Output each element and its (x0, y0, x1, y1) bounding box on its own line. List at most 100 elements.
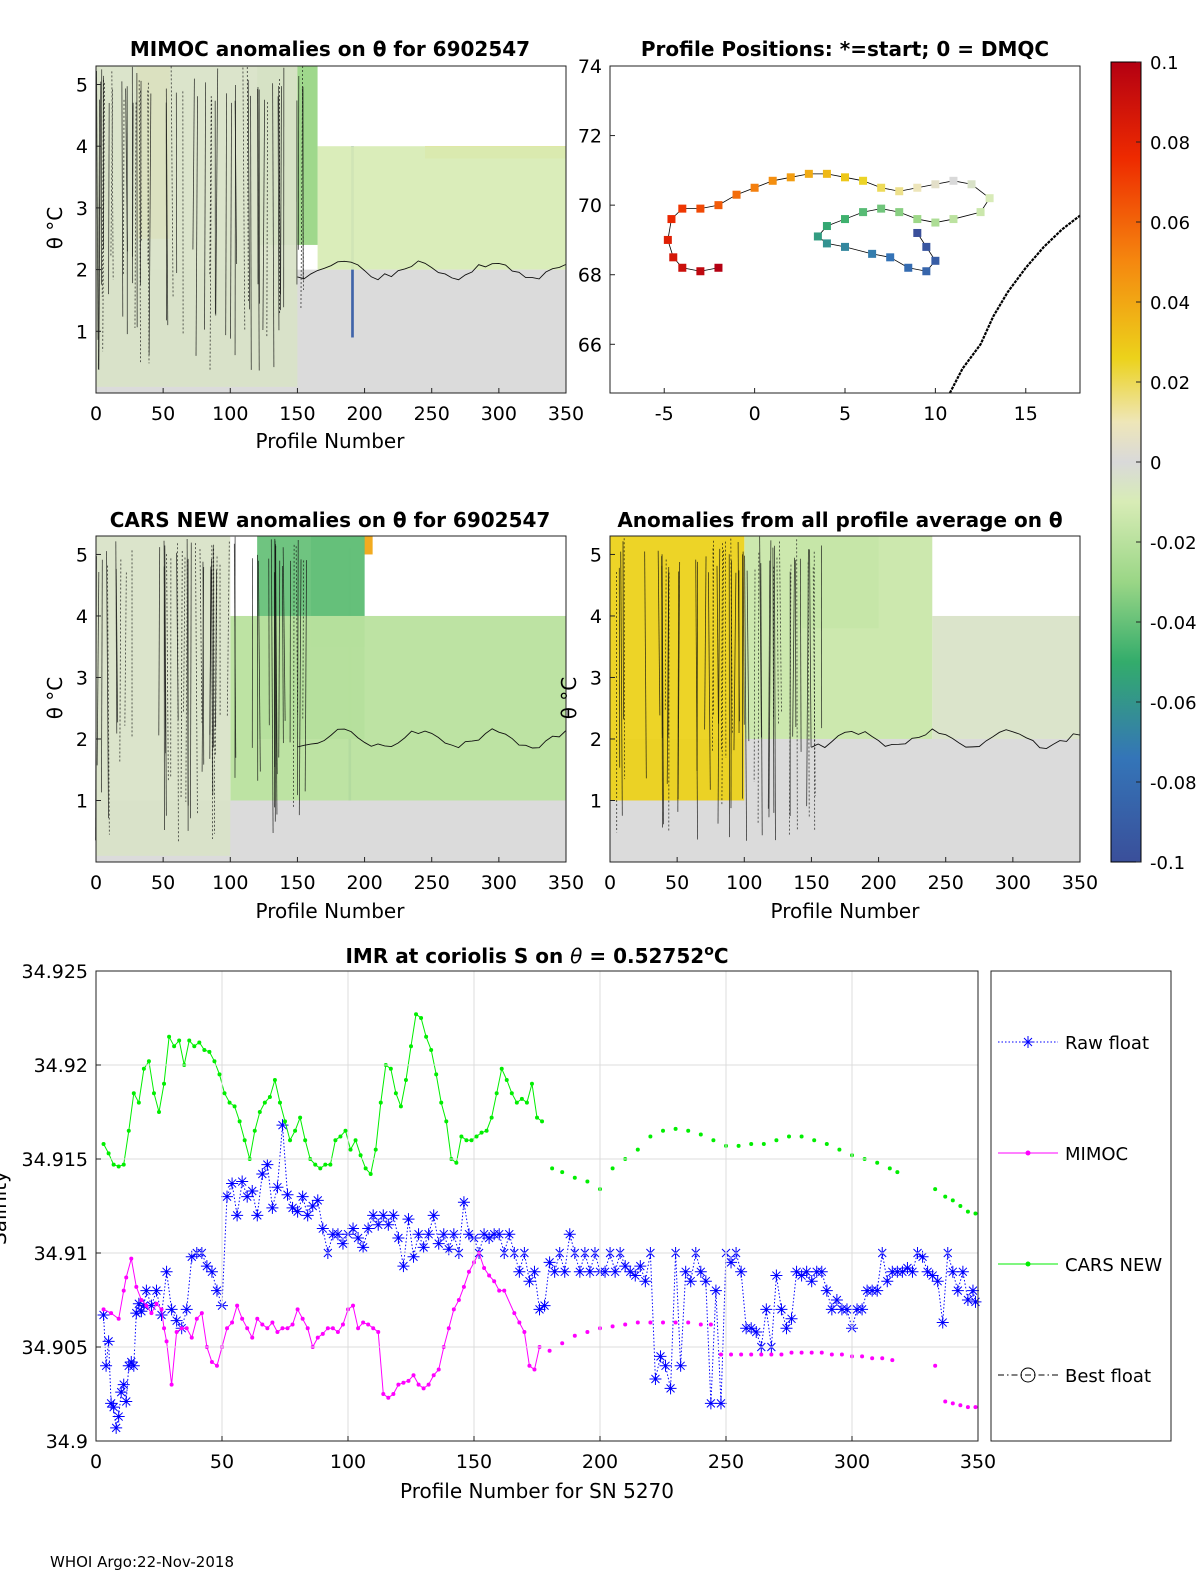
contour-line (183, 557, 186, 713)
series-point (288, 1138, 293, 1143)
contour-line (746, 570, 750, 742)
position-marker (895, 187, 904, 196)
position-marker (895, 208, 904, 217)
series-point (504, 1078, 509, 1083)
series-point (361, 1320, 366, 1325)
series-point (393, 1091, 398, 1096)
axes-box (609, 535, 1081, 863)
y-tick-label: 34.92 (34, 1055, 88, 1077)
series-point (124, 1275, 129, 1280)
contour-line (657, 550, 661, 716)
contour-line (661, 554, 664, 825)
contour-line (211, 545, 213, 840)
series-point (209, 1360, 214, 1365)
series-point (943, 1194, 948, 1199)
cars-heatmap-panel: CARS NEW anomalies on θ for 6902547 0 50 1… (43, 508, 584, 923)
series-point (426, 1382, 431, 1387)
position-marker (822, 222, 831, 231)
series-point (890, 1358, 895, 1363)
colorbar-tick-label: 0.04 (1150, 293, 1190, 314)
series-point (446, 1326, 451, 1331)
raw-float-point (709, 1284, 722, 1297)
heatmap-cell (317, 146, 566, 270)
raw-float-point (251, 1209, 264, 1222)
series-point (121, 1162, 126, 1167)
series-point (391, 1392, 396, 1396)
position-marker (859, 176, 868, 185)
position-marker (931, 180, 940, 189)
raw-float-point (961, 1294, 974, 1306)
series-point (547, 1348, 552, 1353)
series-point (560, 1170, 565, 1175)
salinity-legend: Raw float MIMOC CARS NEW Best float (990, 970, 1172, 1442)
series-point (421, 1386, 426, 1391)
position-marker (804, 169, 813, 178)
series-point (431, 1373, 436, 1378)
series-point (149, 1311, 154, 1316)
average-ylabel: θ °C (557, 677, 581, 720)
series-point (262, 1100, 267, 1105)
x-tick-label: 150 (279, 872, 315, 894)
contour-line (768, 540, 772, 818)
series-point (456, 1298, 461, 1302)
series-point (277, 1100, 282, 1105)
raw-float-point (137, 1299, 150, 1312)
series-point (673, 1320, 678, 1325)
y-tick-label: 1 (590, 790, 602, 812)
raw-float-point (543, 1256, 556, 1269)
raw-float-point (790, 1265, 803, 1278)
raw-float-point (442, 1243, 455, 1256)
raw-float-point (881, 1275, 894, 1288)
axes-box (95, 970, 979, 1442)
series-point (197, 1040, 202, 1045)
raw-float-point (946, 1265, 959, 1278)
series-point (154, 1301, 159, 1306)
series-point (479, 1130, 484, 1135)
raw-float-point (180, 1303, 193, 1316)
contour-line (226, 541, 230, 717)
raw-float-point (951, 1284, 964, 1297)
series-point (363, 1166, 368, 1171)
series-point (340, 1322, 345, 1327)
mimoc-plot-area (96, 66, 567, 393)
series-point (323, 1162, 328, 1167)
position-marker (877, 204, 886, 213)
salinity-title-tail: = 0.52752 (582, 944, 704, 968)
series-point (572, 1175, 577, 1180)
position-marker (714, 263, 723, 272)
x-tick-label: 150 (793, 872, 829, 894)
series-point (464, 1138, 469, 1143)
raw-float-point (311, 1194, 324, 1207)
colorbar-tick-label: 0.06 (1150, 213, 1190, 234)
positions-title: Profile Positions: *=start; 0 = DMQC (641, 37, 1049, 61)
raw-float-point (382, 1218, 395, 1231)
series-point (799, 1350, 804, 1355)
contour-line (262, 99, 266, 331)
series-point (661, 1320, 665, 1325)
series-point (305, 1326, 310, 1331)
series-point (550, 1166, 555, 1171)
series-point (759, 1352, 764, 1357)
contour-line (257, 87, 260, 371)
position-marker (985, 194, 994, 203)
series-point (207, 1049, 212, 1054)
contour-line (257, 560, 261, 772)
series-point (242, 1138, 247, 1143)
series-point (406, 1378, 411, 1383)
series-point (497, 1288, 502, 1293)
contour-line (757, 552, 760, 823)
contour-line (792, 557, 795, 737)
position-marker (922, 267, 931, 276)
series-point (338, 1134, 343, 1139)
series-point (648, 1320, 653, 1325)
series-point (174, 1329, 179, 1334)
series-point (295, 1307, 300, 1312)
contour-line (158, 547, 161, 736)
raw-float-point (462, 1228, 475, 1241)
series-point (194, 1316, 199, 1321)
contour-line (695, 559, 698, 840)
series-point (202, 1047, 207, 1052)
salinity-xlabel: Profile Number for SN 5270 (400, 1479, 674, 1503)
series-point (351, 1303, 356, 1308)
series-point (250, 1335, 255, 1340)
